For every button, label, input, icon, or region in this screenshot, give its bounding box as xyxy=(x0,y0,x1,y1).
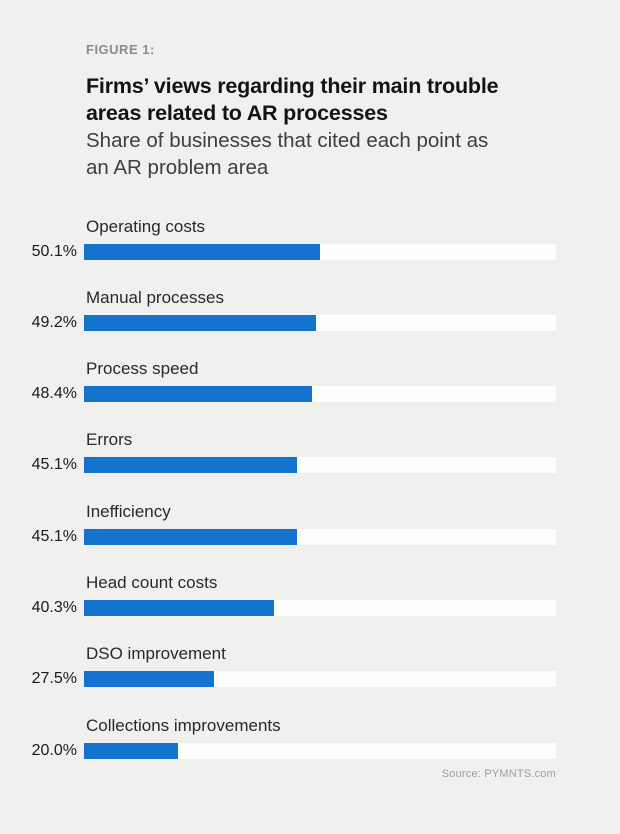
bar xyxy=(84,600,275,616)
bar-category-label: Head count costs xyxy=(86,573,218,592)
bar-value-label: 45.1% xyxy=(31,528,77,545)
bar-track xyxy=(84,315,556,331)
bar-row: Operating costs 50.1% xyxy=(0,218,620,289)
bar-row: Inefficiency 45.1% xyxy=(0,503,620,574)
bar-category-label: Inefficiency xyxy=(86,502,171,521)
bar xyxy=(84,529,297,545)
bar-row: Process speed 48.4% xyxy=(0,360,620,431)
bar-value-label: 40.3% xyxy=(31,599,77,616)
chart-subtitle: Share of businesses that cited each poin… xyxy=(86,127,488,181)
bar-category-label: Operating costs xyxy=(86,217,206,236)
bar-value-label: 27.5% xyxy=(31,670,77,687)
bar xyxy=(84,457,297,473)
bar-row: Collections improvements 20.0% xyxy=(0,717,620,788)
bar xyxy=(84,671,214,687)
bar-category-label: Manual processes xyxy=(86,288,224,307)
bar-category-label: Collections improvements xyxy=(86,716,281,735)
bar-track xyxy=(84,457,556,473)
bar-track xyxy=(84,671,556,687)
bar-value-label: 48.4% xyxy=(31,385,77,402)
bar-value-label: 49.2% xyxy=(31,314,77,331)
chart-subtitle-line-1: Share of businesses that cited each poin… xyxy=(86,129,489,152)
bar-track xyxy=(84,244,556,260)
bar-track xyxy=(84,529,556,545)
bar-category-label: DSO improvement xyxy=(86,644,226,663)
bar-value-label: 50.1% xyxy=(31,243,77,260)
chart-title: Firms’ views regarding their main troubl… xyxy=(86,73,499,127)
bar-category-label: Process speed xyxy=(86,359,199,378)
bar xyxy=(84,743,179,759)
source-credit: Source: PYMNTS.com xyxy=(441,768,556,780)
bar-row: DSO improvement 27.5% xyxy=(0,645,620,716)
chart-subtitle-line-2: an AR problem area xyxy=(86,156,269,179)
bar-value-label: 20.0% xyxy=(31,742,77,759)
figure-label: FIGURE 1: xyxy=(86,42,155,57)
bar-row: Manual processes 49.2% xyxy=(0,289,620,360)
chart-title-line-1: Firms’ views regarding their main troubl… xyxy=(86,74,499,98)
bar-row: Errors 45.1% xyxy=(0,431,620,502)
chart-title-line-2: areas related to AR processes xyxy=(86,101,388,125)
bar-track xyxy=(84,743,556,759)
bar xyxy=(84,386,313,402)
bar-track xyxy=(84,600,556,616)
bar-category-label: Errors xyxy=(86,430,133,449)
bar-value-label: 45.1% xyxy=(31,456,77,473)
bar-track xyxy=(84,386,556,402)
bar-row: Head count costs 40.3% xyxy=(0,574,620,645)
bar xyxy=(84,244,321,260)
bar xyxy=(84,315,317,331)
